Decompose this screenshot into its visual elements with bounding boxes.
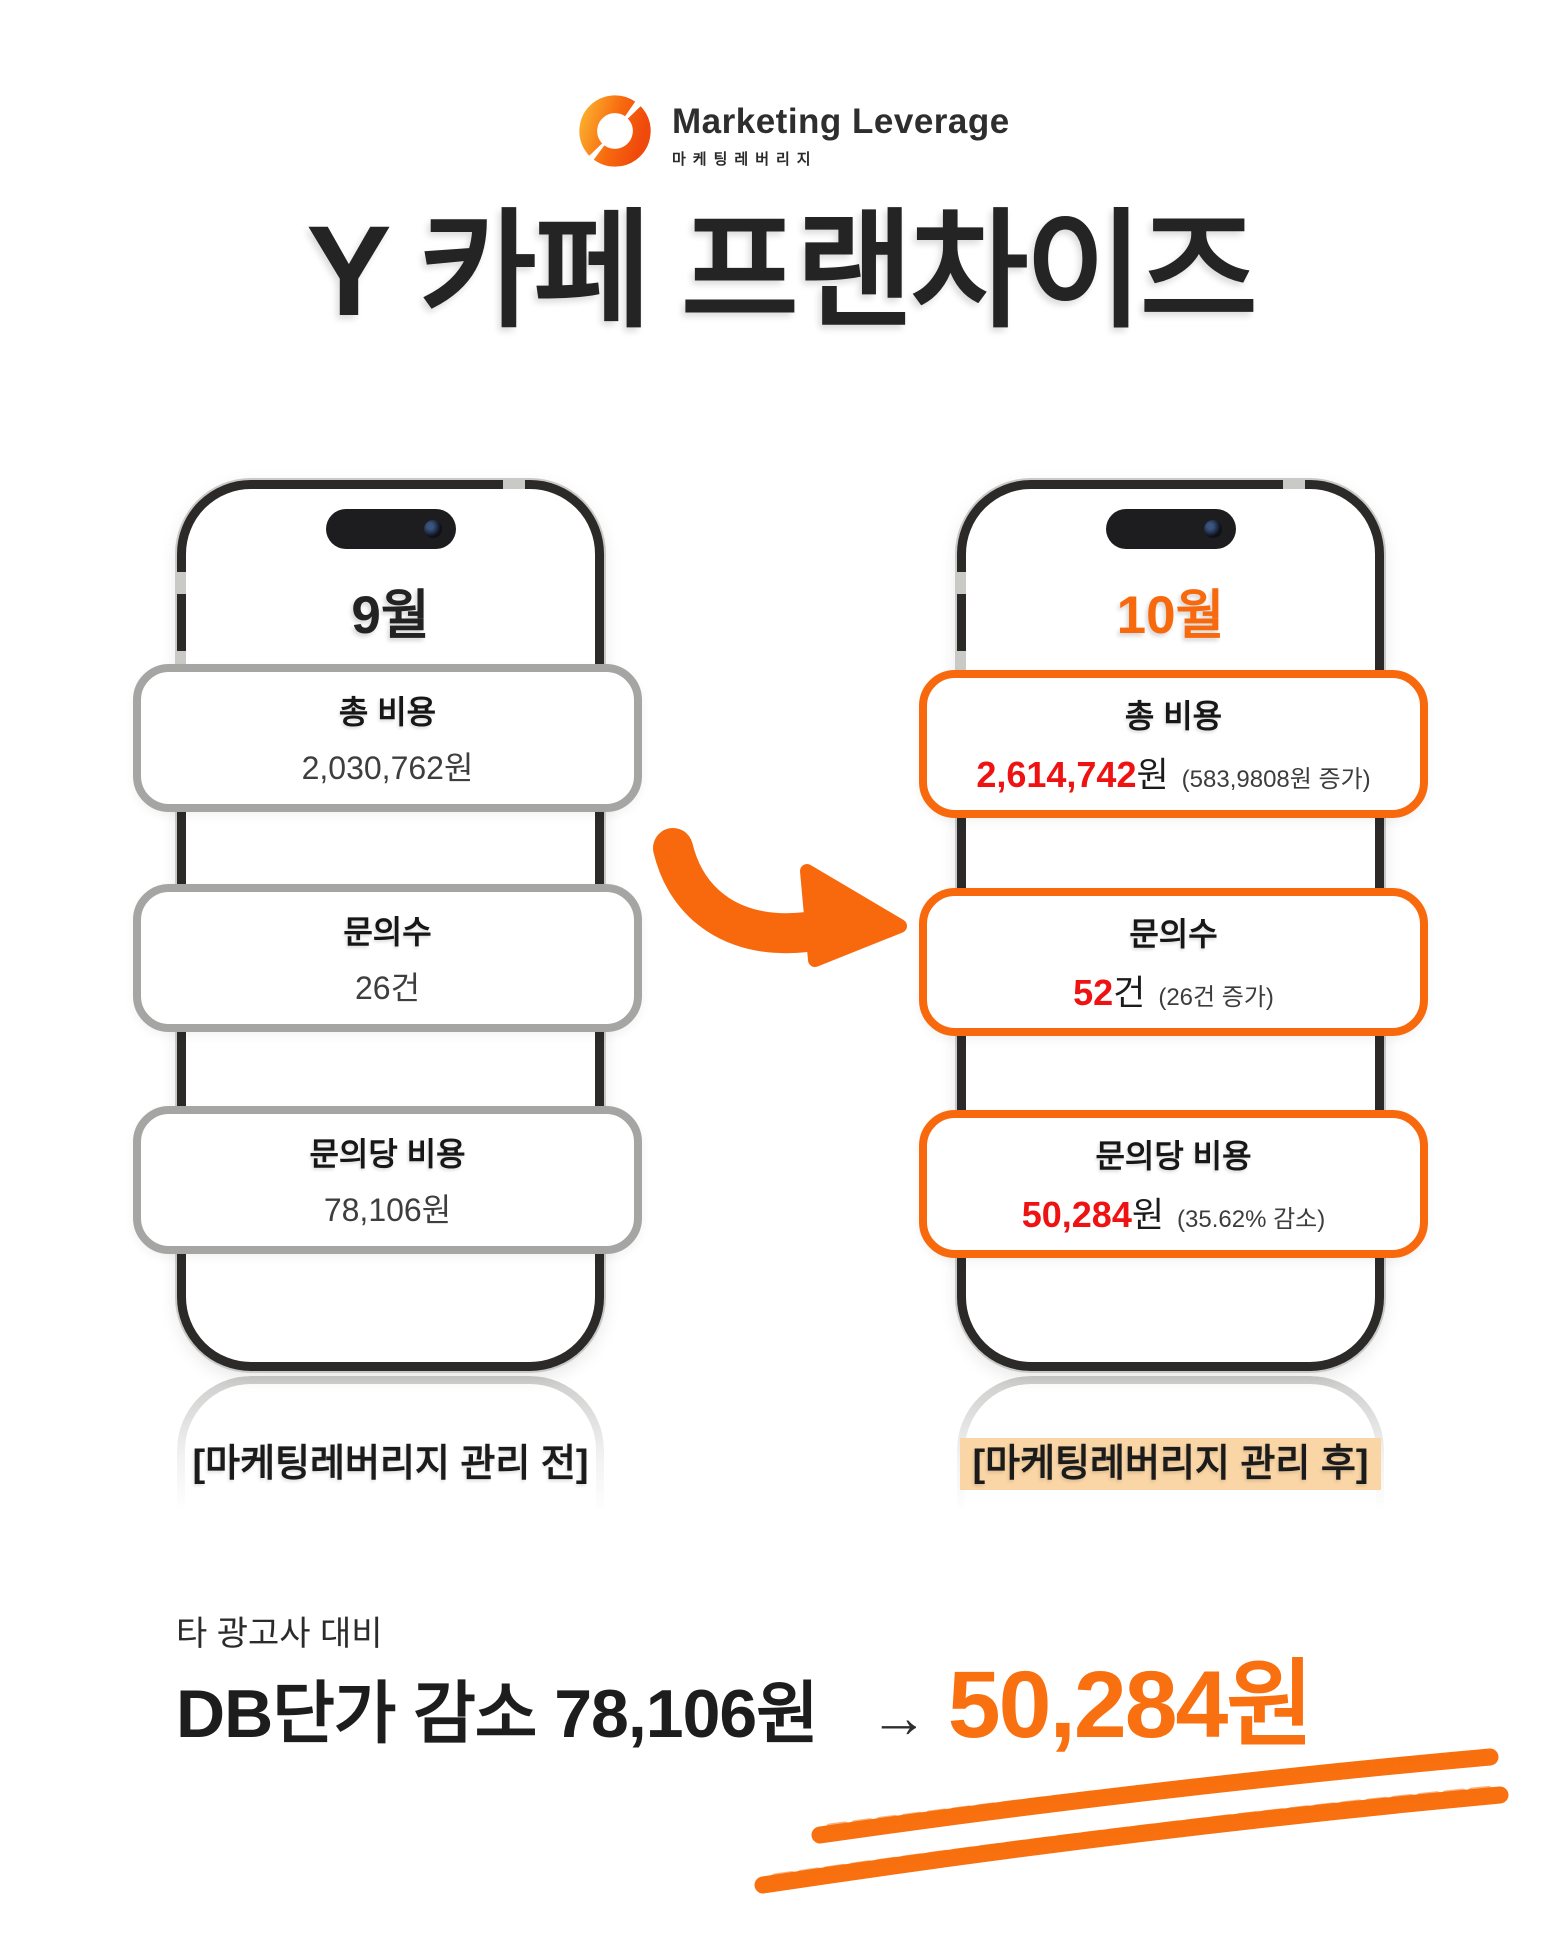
- metric-label: 문의당 비용: [309, 1136, 466, 1172]
- metric-number: 50,284: [1021, 1193, 1132, 1235]
- caption-after: [마케팅레버리지 관리 후]: [957, 1432, 1384, 1490]
- metric-value: 26건: [354, 970, 421, 1006]
- right-arrow-glyph: →: [869, 1685, 928, 1750]
- caption-after-text: [마케팅레버리지 관리 후]: [960, 1438, 1381, 1490]
- metric-number: 52: [1073, 971, 1114, 1013]
- caption-before: [마케팅레버리지 관리 전]: [177, 1432, 604, 1487]
- metric-value-row: 50,284 원 (35.62% 감소): [1022, 1187, 1326, 1238]
- metric-label: 문의당 비용: [1095, 1137, 1252, 1174]
- metric-change-note: (35.62% 감소): [1177, 1205, 1326, 1233]
- metric-value: 2,030,762원: [301, 750, 474, 786]
- antenna-line: [177, 651, 186, 673]
- brand-text-block: Marketing Leverage 마케팅레버리지: [672, 102, 1010, 169]
- metric-unit: 건: [1113, 973, 1146, 1013]
- metric-card-after-total-cost: 총 비용 2,614,742 원 (583,9808원 증가): [919, 670, 1428, 818]
- caption-before-text: [마케팅레버리지 관리 전]: [192, 1443, 589, 1485]
- antenna-line: [957, 651, 966, 673]
- brand-logo-swirl-icon: [579, 95, 651, 167]
- metric-value-row: 52 건 (26건 증가): [1073, 965, 1274, 1016]
- antenna-line: [503, 480, 525, 489]
- metric-card-after-inquiries: 문의수 52 건 (26건 증가): [919, 888, 1428, 1036]
- phone-reflection: [177, 1376, 604, 1551]
- metric-label: 총 비용: [1124, 697, 1223, 734]
- metric-change-note: (26건 증가): [1158, 983, 1274, 1011]
- metric-value-row: 2,614,742 원 (583,9808원 증가): [976, 747, 1370, 798]
- curved-arrow-icon: [653, 828, 907, 967]
- antenna-line: [957, 572, 966, 594]
- metric-change-note: (583,9808원 증가): [1181, 765, 1371, 793]
- dynamic-island-notch: [1105, 509, 1236, 549]
- metric-card-before-total-cost: 총 비용 2,030,762원: [133, 664, 642, 812]
- summary-highlight-value: 50,284원: [947, 1652, 1314, 1758]
- camera-icon: [423, 520, 442, 538]
- metric-unit: 원: [1131, 1195, 1165, 1235]
- metric-unit: 원: [1136, 755, 1169, 795]
- dynamic-island-notch: [325, 509, 456, 549]
- metric-card-after-cost-per-inquiry: 문의당 비용 50,284 원 (35.62% 감소): [919, 1110, 1428, 1258]
- crayon-underline-icon: [754, 1748, 1509, 1894]
- antenna-line: [177, 572, 186, 594]
- antenna-line: [1283, 480, 1305, 489]
- metric-label: 총 비용: [338, 694, 437, 730]
- metric-card-before-inquiries: 문의수 26건: [133, 884, 642, 1032]
- camera-icon: [1203, 520, 1222, 538]
- page-title: Y 카페 프랜차이즈: [306, 200, 1258, 343]
- month-label-after: 10월: [1116, 586, 1225, 645]
- summary-row: DB단가 감소 78,106원 → 50,284원: [176, 1652, 1314, 1758]
- brand-name: Marketing Leverage: [672, 102, 1010, 141]
- metric-label: 문의수: [1129, 915, 1218, 952]
- brand-name-korean: 마케팅레버리지: [672, 151, 818, 168]
- summary-subtitle: 타 광고사 대비: [176, 1615, 383, 1653]
- summary-main-text: DB단가 감소 78,106원: [176, 1676, 819, 1752]
- metric-card-before-cost-per-inquiry: 문의당 비용 78,106원: [133, 1106, 642, 1254]
- metric-label: 문의수: [343, 914, 432, 950]
- metric-number: 2,614,742: [976, 753, 1137, 795]
- metric-value: 78,106원: [323, 1192, 452, 1228]
- month-label-before: 9월: [351, 586, 430, 645]
